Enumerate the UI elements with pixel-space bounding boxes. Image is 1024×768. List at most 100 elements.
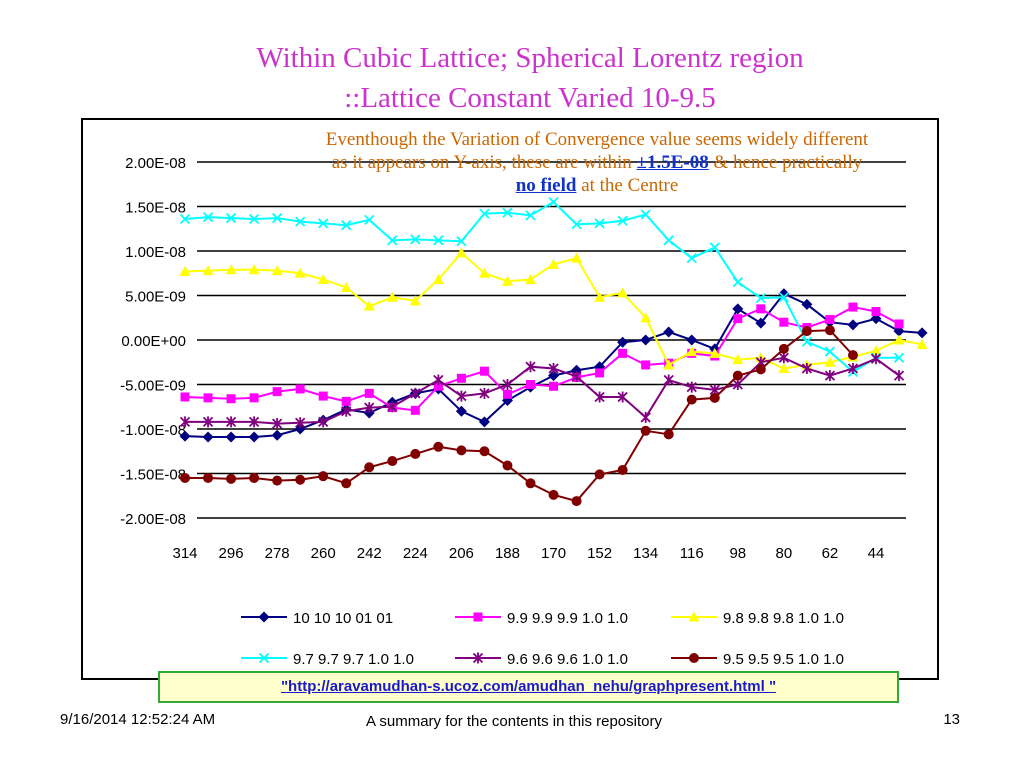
data-point xyxy=(410,234,421,245)
data-point xyxy=(456,236,467,247)
data-point xyxy=(824,346,836,357)
data-point xyxy=(756,304,766,314)
data-point xyxy=(249,393,259,403)
data-point xyxy=(801,336,813,347)
data-point xyxy=(894,319,904,329)
data-point xyxy=(433,235,444,246)
data-point xyxy=(686,334,698,346)
data-point xyxy=(318,218,329,229)
data-point xyxy=(548,196,559,208)
series-line xyxy=(184,200,900,374)
slide-title-line1: Within Cubic Lattice; Spherical Lorentz … xyxy=(256,42,804,74)
repository-link[interactable]: "http://aravamudhan-s.ucoz.com/amudhan_n… xyxy=(280,678,777,695)
legend-marker xyxy=(258,652,270,664)
data-point xyxy=(640,411,651,423)
data-point xyxy=(295,417,306,429)
data-point xyxy=(847,350,858,361)
legend-label: 9.7 9.7 9.7 1.0 1.0 xyxy=(293,651,414,668)
data-point xyxy=(571,252,583,263)
data-point xyxy=(640,312,652,323)
data-point xyxy=(341,478,352,489)
data-point xyxy=(455,247,467,258)
series-6 xyxy=(180,325,858,507)
data-point xyxy=(502,379,513,390)
data-point xyxy=(801,298,813,310)
x-tick-label: 314 xyxy=(172,545,197,562)
y-tick-label: 1.00E-08 xyxy=(125,244,186,261)
data-point xyxy=(871,307,881,317)
data-point xyxy=(916,327,928,339)
data-point xyxy=(824,356,836,367)
data-point xyxy=(709,392,720,403)
data-point xyxy=(340,281,352,292)
legend-marker xyxy=(473,612,483,622)
data-point xyxy=(778,362,790,373)
series-2 xyxy=(180,302,904,415)
slide-title-line2: ::Lattice Constant Varied 10-9.5 xyxy=(344,82,716,114)
data-point xyxy=(386,291,398,302)
legend-marker xyxy=(472,652,484,664)
data-point xyxy=(180,472,190,483)
y-tick-label: 5.00E-09 xyxy=(125,289,186,306)
data-point xyxy=(548,258,560,269)
data-point xyxy=(640,334,652,346)
data-point xyxy=(479,366,489,376)
data-point xyxy=(364,402,375,414)
url-box: "http://aravamudhan-s.ucoz.com/amudhan_n… xyxy=(158,671,899,703)
annotation-note: Eventhough the Variation of Convergence … xyxy=(322,128,872,197)
data-point xyxy=(525,210,536,221)
data-point xyxy=(686,394,697,405)
data-point xyxy=(732,370,743,381)
data-point xyxy=(455,405,467,417)
data-point xyxy=(248,264,260,275)
legend-label: 9.6 9.6 9.6 1.0 1.0 xyxy=(507,651,628,668)
data-point xyxy=(594,291,606,302)
data-point xyxy=(594,469,605,480)
data-point xyxy=(663,359,675,370)
x-tick-label: 80 xyxy=(776,545,793,562)
series-line xyxy=(185,329,854,503)
data-point xyxy=(617,391,628,403)
data-point xyxy=(778,352,790,364)
footer-date: 9/16/2014 12:52:24 AM xyxy=(60,711,216,728)
data-point xyxy=(548,489,559,500)
data-point xyxy=(433,441,444,452)
data-point xyxy=(341,220,352,231)
data-point xyxy=(478,267,490,278)
data-point xyxy=(180,392,190,402)
data-point xyxy=(249,472,260,483)
data-point xyxy=(226,473,237,484)
data-point xyxy=(641,360,651,370)
data-point xyxy=(225,431,237,443)
data-point xyxy=(848,302,858,312)
data-point xyxy=(893,370,905,382)
legend-label: 9.5 9.5 9.5 1.0 1.0 xyxy=(723,651,844,668)
data-point xyxy=(617,215,628,226)
page-number: 13 xyxy=(943,711,960,728)
data-point xyxy=(755,293,766,304)
data-point xyxy=(617,464,628,475)
y-tick-label: -5.00E-09 xyxy=(120,378,186,395)
data-point xyxy=(571,219,582,230)
data-point xyxy=(847,362,859,374)
data-point xyxy=(501,275,513,286)
data-point xyxy=(617,287,629,298)
data-point xyxy=(272,387,282,397)
annotation-text-before: Eventhough the Variation of Convergence … xyxy=(325,129,869,173)
data-point xyxy=(686,346,698,357)
data-point xyxy=(432,273,444,284)
data-point xyxy=(271,418,283,430)
data-point xyxy=(387,456,398,467)
data-point xyxy=(733,314,743,324)
data-point xyxy=(640,425,651,436)
x-tick-label: 296 xyxy=(219,545,244,562)
legend-item: 9.8 9.8 9.8 1.0 1.0 xyxy=(671,610,844,627)
data-point xyxy=(709,347,721,358)
x-tick-label: 44 xyxy=(868,545,885,562)
data-point xyxy=(479,446,490,457)
annotation-text-after: at the Centre xyxy=(576,175,679,196)
data-point xyxy=(294,267,306,278)
data-point xyxy=(755,364,766,375)
data-point xyxy=(202,212,214,223)
data-point xyxy=(824,370,836,382)
